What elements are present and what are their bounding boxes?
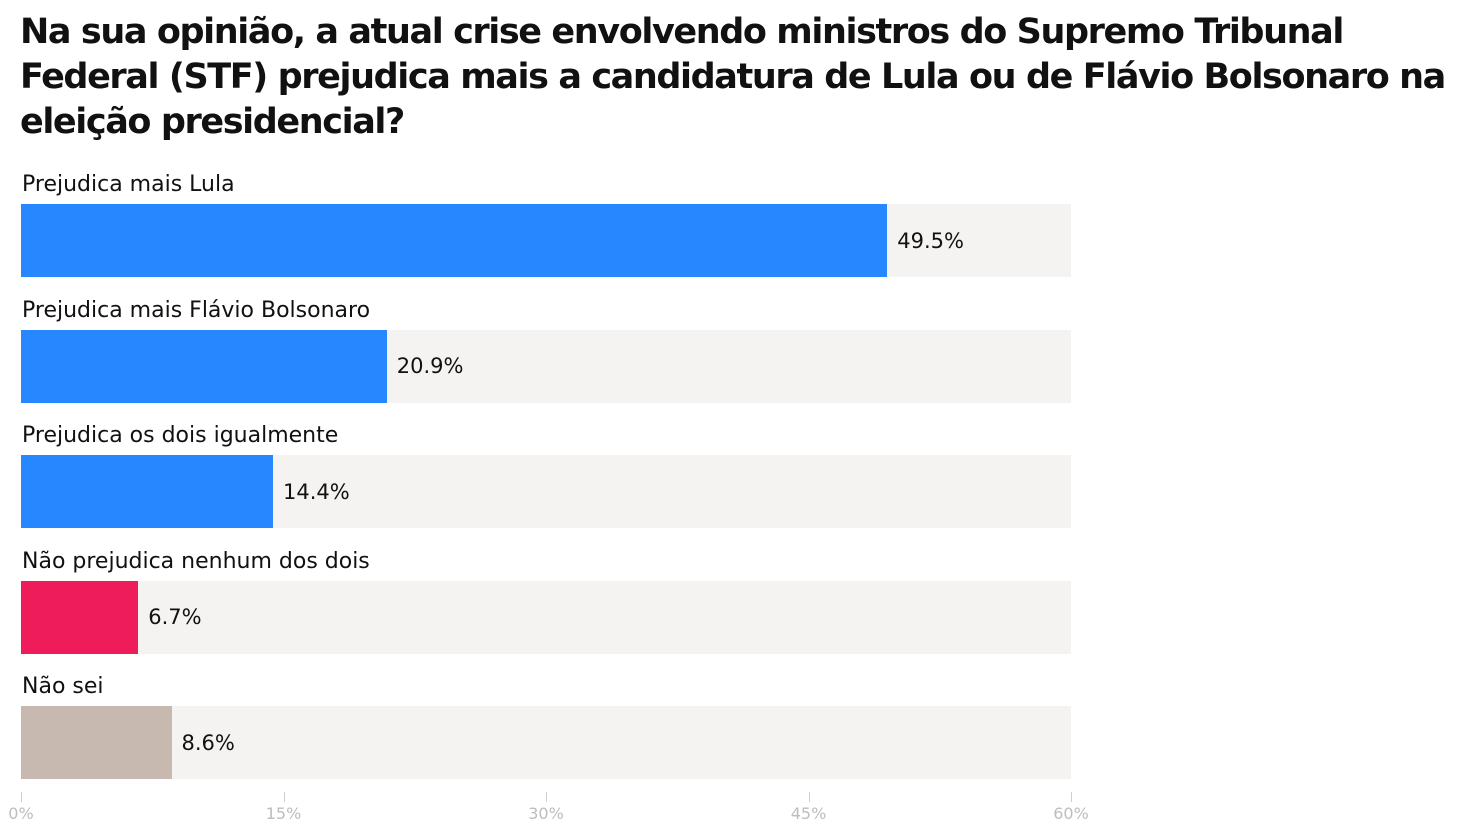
x-tick: [546, 792, 547, 802]
x-tick-label: 30%: [528, 804, 564, 823]
x-tick-label: 60%: [1053, 804, 1089, 823]
bar: [21, 204, 888, 277]
bar-track: 49.5%: [21, 204, 1071, 277]
x-tick-label: 0%: [8, 804, 34, 823]
bar: [21, 706, 172, 780]
value-label: 6.7%: [148, 605, 202, 630]
value-label: 49.5%: [897, 228, 964, 253]
value-label: 20.9%: [396, 354, 464, 379]
value-label: 8.6%: [181, 730, 235, 755]
category-label: Não sei: [22, 674, 104, 700]
category-label: Prejudica mais Flávio Bolsonaro: [22, 297, 371, 323]
x-tick-label: 45%: [790, 804, 827, 823]
bar-track: 6.7%: [21, 580, 1071, 654]
category-label: Prejudica mais Lula: [22, 172, 235, 197]
bar: [21, 329, 387, 403]
bar-track: 8.6%: [21, 706, 1071, 780]
x-tick: [1071, 792, 1072, 802]
category-label: Não prejudica nenhum dos dois: [22, 548, 370, 574]
category-label: Prejudica os dois igualmente: [22, 423, 339, 449]
x-tick-label: 15%: [265, 804, 302, 823]
bar: [21, 580, 139, 654]
chart-title: Na sua opinião, a atual crise envolvendo…: [20, 12, 1446, 142]
x-axis: 0% 15% 30% 45% 60%: [8, 792, 1089, 832]
x-tick: [283, 792, 285, 802]
bar: [21, 455, 273, 529]
x-tick: [808, 792, 810, 802]
bar-track: 20.9%: [21, 329, 1071, 403]
x-tick: [21, 792, 22, 802]
value-label: 14.4%: [283, 479, 350, 504]
bar-track: 14.4%: [21, 455, 1071, 529]
